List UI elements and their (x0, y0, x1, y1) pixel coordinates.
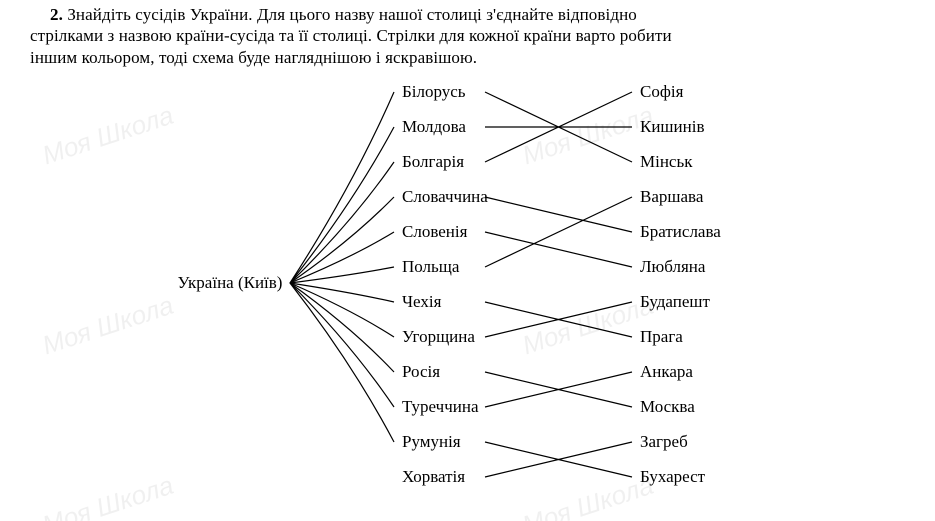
country-label: Болгарія (402, 152, 464, 171)
capital-label: Софія (640, 82, 684, 101)
country-label: Молдова (402, 117, 466, 136)
center-to-country-edge (290, 162, 394, 283)
country-label: Білорусь (402, 82, 466, 101)
capital-label: Бухарест (640, 467, 706, 486)
country-label: Польща (402, 257, 460, 276)
country-label: Чехія (402, 292, 442, 311)
country-label: Румунія (402, 432, 461, 451)
country-to-capital-edge (485, 197, 632, 232)
capital-label: Кишинів (640, 117, 704, 136)
center-label: Україна (Київ) (178, 273, 283, 292)
country-label: Словенія (402, 222, 468, 241)
capital-label: Братислава (640, 222, 721, 241)
capital-label: Мінськ (640, 152, 693, 171)
center-to-country-edge (290, 267, 394, 283)
capital-label: Москва (640, 397, 695, 416)
country-label: Туреччина (402, 397, 479, 416)
country-label: Хорватія (402, 467, 465, 486)
capital-label: Прага (640, 327, 683, 346)
country-label: Росія (402, 362, 440, 381)
country-label: Угорщина (402, 327, 475, 346)
country-to-capital-edge (485, 197, 632, 267)
country-label: Словаччина (402, 187, 488, 206)
capital-label: Любляна (640, 257, 706, 276)
capital-label: Варшава (640, 187, 704, 206)
capital-label: Анкара (640, 362, 693, 381)
country-to-capital-edge (485, 232, 632, 267)
capital-label: Загреб (640, 432, 688, 451)
center-to-country-edge (290, 92, 394, 283)
center-to-country-edge (290, 283, 394, 407)
matching-diagram: Україна (Київ) Білорусь Молдова Болгарія Сло… (0, 0, 935, 521)
capital-label: Будапешт (640, 292, 710, 311)
